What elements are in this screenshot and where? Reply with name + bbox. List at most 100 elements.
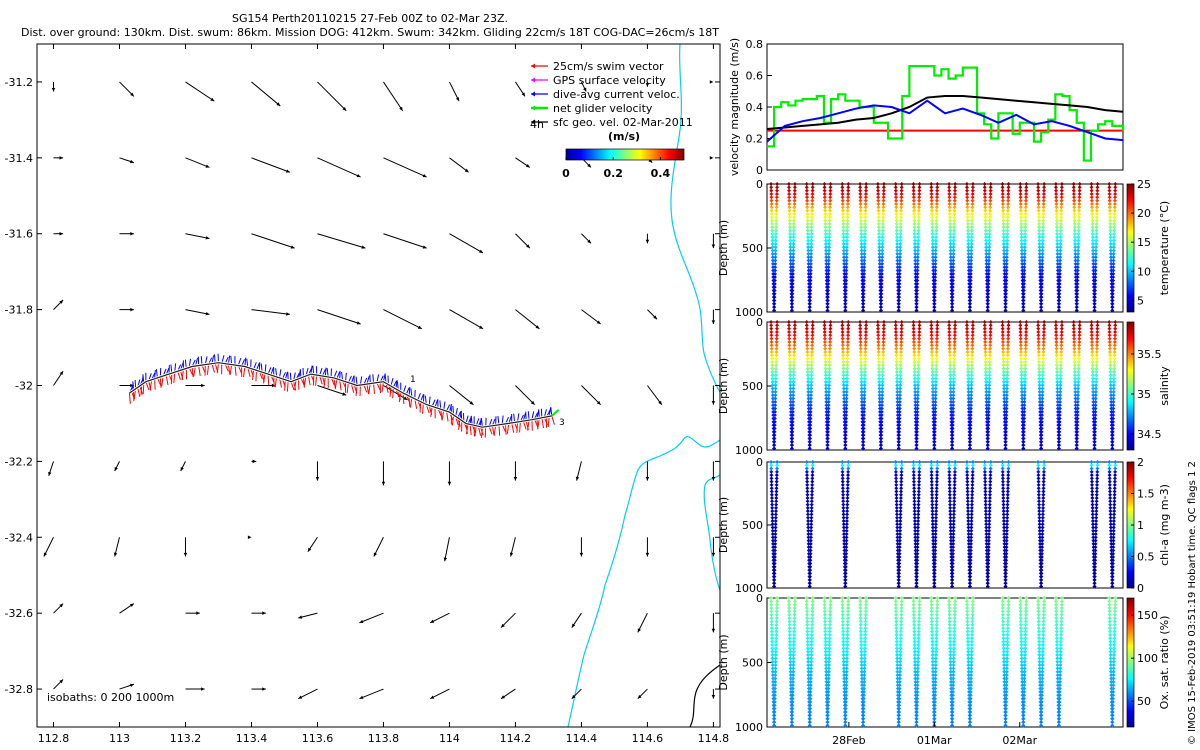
profile-point <box>810 192 815 196</box>
swim-vector <box>469 424 472 436</box>
profile-point <box>788 235 793 240</box>
chart-title-line2: Dist. over ground: 130km. Dist. swum: 86… <box>21 26 719 39</box>
geo-vector-head <box>571 694 576 699</box>
profile-point <box>770 235 775 240</box>
geo-vector-head <box>596 400 601 405</box>
geo-vector-head <box>113 552 118 557</box>
profile-colorbar-tick-label: 0.5 <box>1137 551 1155 564</box>
geo-vector-head <box>356 321 361 325</box>
profile-point <box>859 231 864 236</box>
velocity-y-tick-label: 0.6 <box>746 70 764 83</box>
profile-point <box>880 228 885 233</box>
profile-point <box>863 228 868 233</box>
swim-vector <box>381 381 384 393</box>
geo-vector <box>317 157 361 178</box>
profile-point <box>842 255 846 260</box>
geo-vector-head <box>252 459 257 464</box>
geo-vector <box>515 309 540 330</box>
geo-vector-head <box>342 392 347 396</box>
profile-point <box>787 208 792 213</box>
swim-vector <box>373 383 376 394</box>
profile-point <box>810 208 815 213</box>
swim-vector <box>408 395 411 407</box>
profile-point <box>787 198 792 203</box>
profile-point <box>881 208 886 213</box>
profile-y-label: Depth (m) <box>717 220 730 276</box>
geo-vector-head <box>262 687 266 691</box>
geo-vector-head <box>59 679 64 684</box>
profile-point <box>828 192 833 196</box>
geo-vector-head <box>290 245 295 249</box>
swim-vector <box>303 375 307 387</box>
swim-vector <box>284 379 286 391</box>
velocity-y-label: velocity magnitude (m/s) <box>728 38 741 176</box>
geo-vector-head <box>130 231 134 236</box>
profile-point <box>805 198 810 203</box>
geo-vector <box>383 157 427 178</box>
geo-vector-head <box>247 535 252 540</box>
swim-vector <box>430 406 433 417</box>
swim-vector <box>216 362 219 374</box>
velocity-y-tick-label: 0.8 <box>746 38 764 51</box>
geo-vector-head <box>130 307 134 312</box>
profile-point <box>805 195 809 200</box>
swim-vector <box>198 365 201 376</box>
profile-point <box>862 245 867 250</box>
swim-vector <box>211 363 215 373</box>
profile-y-tick-label: 0 <box>756 316 763 329</box>
geo-vector-head <box>645 239 650 244</box>
profile-point <box>895 251 900 256</box>
profile-point <box>770 251 775 256</box>
profile-point <box>806 265 811 270</box>
profile-point <box>894 211 899 216</box>
coastline-isobaths <box>567 44 720 727</box>
profile-point <box>828 182 833 186</box>
map-x-tick-label: 114 <box>439 732 460 745</box>
geo-vector-head <box>276 102 281 106</box>
profile-point <box>792 211 797 216</box>
geo-vector-head <box>298 615 303 619</box>
velocity-y-tick-label: 0.2 <box>746 133 764 146</box>
profile-point <box>809 228 814 233</box>
profile-point <box>774 211 779 216</box>
swim-vector <box>315 375 318 386</box>
profile-point <box>877 231 882 236</box>
geo-vector-head <box>210 97 215 102</box>
swim-vector <box>474 425 477 437</box>
swim-vector <box>307 374 311 386</box>
profile-point <box>804 192 809 196</box>
profile-point <box>806 261 811 266</box>
map-y-tick-label: -31.2 <box>5 76 33 89</box>
profile-point <box>893 192 898 196</box>
geo-vector-head <box>711 628 716 633</box>
profile-point <box>806 248 811 253</box>
swim-vector <box>252 369 255 381</box>
profile-point <box>895 248 900 253</box>
geo-vector-head <box>342 106 347 111</box>
profile-point <box>877 245 882 250</box>
profile-point <box>770 231 775 236</box>
geo-vector-head <box>648 158 653 163</box>
map-y-tick-label: -32.4 <box>5 531 33 544</box>
geo-vector-head <box>361 245 366 249</box>
geo-vector-head <box>205 311 210 316</box>
profile-point <box>792 192 797 196</box>
profile-point <box>769 182 774 186</box>
map-x-axis: 112.8 113 113.2 113.4 113.6 113.8 114 114.2 114.… <box>38 44 729 745</box>
swim-vector <box>263 373 266 384</box>
profile-point <box>769 208 774 213</box>
map-x-tick-label: 114.4 <box>566 732 598 745</box>
current-vector <box>527 411 530 421</box>
profile-point <box>876 208 881 213</box>
map-x-tick-label: 113.4 <box>236 732 268 745</box>
track-label-3: 3 <box>559 418 565 428</box>
profile-point <box>876 198 881 203</box>
map-x-tick-label: 114.2 <box>500 732 532 745</box>
geo-vector-head <box>205 164 210 168</box>
profile-point <box>769 195 774 200</box>
profile-point <box>863 215 868 220</box>
map-y-axis: -31.2-31.4-31.6-31.8-32-32.2-32.4-32.6-3… <box>5 76 720 696</box>
profile-point <box>843 301 848 306</box>
geo-vector <box>317 309 361 325</box>
